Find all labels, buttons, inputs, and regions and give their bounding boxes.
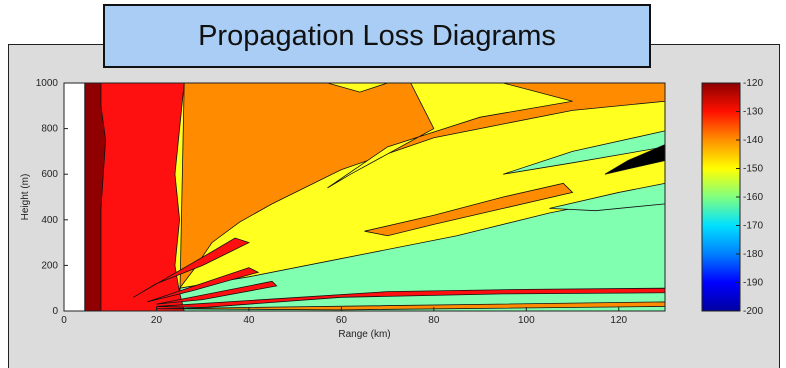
x-tick-label: 120 xyxy=(610,315,627,326)
y-tick-label: 1000 xyxy=(36,78,59,89)
y-tick-label: 600 xyxy=(41,169,58,180)
x-tick-label: 20 xyxy=(151,315,163,326)
lobe-yellow-b xyxy=(327,82,573,189)
colorbar-tick-label: -180 xyxy=(743,249,763,260)
y-tick-label: 200 xyxy=(41,260,58,271)
colorbar-tick-label: -200 xyxy=(743,306,763,317)
y-axis: 0 200 400 600 800 1000 xyxy=(36,78,68,317)
plot-area xyxy=(63,82,666,312)
lobe-red-1 xyxy=(133,237,250,298)
x-axis-label: Range (km) xyxy=(338,329,390,340)
plot-border xyxy=(63,82,666,312)
x-tick-label: 80 xyxy=(428,315,440,326)
y-tick-label: 0 xyxy=(52,306,58,317)
colorbar-tick-label: -160 xyxy=(743,192,763,203)
y-axis-label: Height (m) xyxy=(20,174,31,221)
x-tick-label: 60 xyxy=(336,315,348,326)
title-banner: Propagation Loss Diagrams xyxy=(103,4,651,68)
x-axis: 0 20 40 60 80 100 120 xyxy=(61,307,628,326)
y-tick-label: 800 xyxy=(41,124,58,135)
lobe-red-3 xyxy=(156,280,278,305)
colorbar-tick-label: -120 xyxy=(743,78,763,89)
colorbar-tick-label: -170 xyxy=(743,221,763,232)
lobe-red-2 xyxy=(147,267,260,303)
colorbar-tick-label: -150 xyxy=(743,164,763,175)
x-tick-label: 40 xyxy=(243,315,255,326)
colorbar-tick-label: -190 xyxy=(743,278,763,289)
x-tick-label: 0 xyxy=(61,315,67,326)
x-tick-label: 100 xyxy=(518,315,535,326)
lobe-orange-mid xyxy=(364,182,574,237)
colorbar-gradient xyxy=(701,82,741,312)
page-title: Propagation Loss Diagrams xyxy=(198,19,556,52)
colorbar: -120 -130 -140 -150 -160 -170 -180 -190 -200 xyxy=(701,78,763,317)
colorbar-tick-label: -140 xyxy=(743,135,763,146)
contour-layers xyxy=(84,82,666,312)
colorbar-tick-label: -130 xyxy=(743,107,763,118)
colorbar-ticks: -120 -130 -140 -150 -160 -170 -180 -190 -200 xyxy=(736,78,763,317)
y-tick-label: 400 xyxy=(41,215,58,226)
